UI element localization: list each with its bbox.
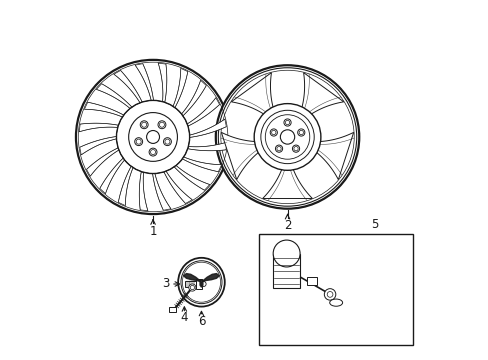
Circle shape [297,129,304,136]
Polygon shape [79,123,128,132]
Circle shape [215,65,359,209]
Polygon shape [114,71,146,112]
Text: 6: 6 [197,315,205,328]
Polygon shape [174,80,206,122]
Polygon shape [183,274,200,282]
Text: 1: 1 [149,225,157,238]
Polygon shape [160,162,192,203]
Circle shape [273,240,300,267]
Bar [273,253,300,288]
Bar [185,281,196,287]
Polygon shape [139,162,147,211]
Text: 4: 4 [180,311,188,324]
Circle shape [254,104,320,170]
Bar [258,234,412,345]
Circle shape [158,121,165,129]
Polygon shape [167,159,209,190]
Polygon shape [84,102,132,121]
Polygon shape [168,68,187,116]
Polygon shape [158,63,166,112]
Polygon shape [96,84,138,115]
Circle shape [270,129,277,136]
Ellipse shape [178,258,224,307]
Polygon shape [262,167,312,198]
Ellipse shape [329,299,342,306]
Circle shape [265,115,309,159]
Circle shape [146,131,159,143]
Polygon shape [301,73,343,116]
Polygon shape [174,153,221,172]
Polygon shape [221,132,260,180]
Circle shape [116,100,189,174]
Polygon shape [178,142,226,151]
Polygon shape [231,73,273,116]
Circle shape [188,284,196,291]
Polygon shape [178,98,219,130]
Polygon shape [200,280,203,287]
Text: 5: 5 [370,218,377,231]
Circle shape [284,119,290,126]
Polygon shape [100,152,131,194]
Circle shape [324,289,335,300]
Circle shape [201,282,206,287]
Circle shape [163,138,171,145]
Bar [196,279,202,289]
Polygon shape [180,119,226,138]
Circle shape [275,145,282,152]
Polygon shape [314,132,353,180]
Polygon shape [151,164,171,210]
Circle shape [128,113,177,161]
Circle shape [292,145,299,152]
Ellipse shape [181,261,222,304]
Polygon shape [203,274,219,282]
Polygon shape [80,136,126,155]
Circle shape [76,60,230,214]
Circle shape [140,121,148,129]
Polygon shape [86,144,127,176]
Text: 2: 2 [283,219,291,233]
Bar [169,307,175,312]
Bar [306,277,316,285]
Circle shape [149,148,157,156]
Polygon shape [118,158,137,206]
Circle shape [280,130,294,144]
Polygon shape [135,64,154,110]
Text: 3: 3 [162,278,169,291]
Circle shape [135,138,142,145]
